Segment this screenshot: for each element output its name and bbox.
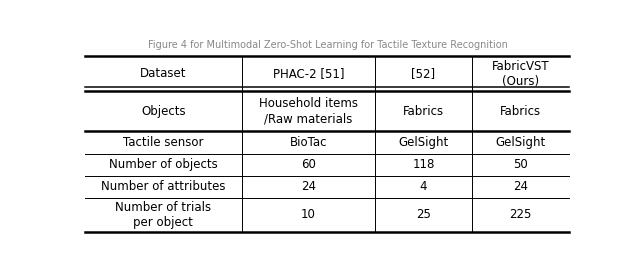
Text: 25: 25 <box>416 208 431 221</box>
Text: FabricVST
(Ours): FabricVST (Ours) <box>492 60 549 88</box>
Text: [52]: [52] <box>412 67 436 80</box>
Text: Fabrics: Fabrics <box>500 105 541 118</box>
Text: Number of objects: Number of objects <box>109 158 218 171</box>
Text: 24: 24 <box>513 180 528 193</box>
Text: Number of attributes: Number of attributes <box>101 180 226 193</box>
Text: Household items
/Raw materials: Household items /Raw materials <box>259 97 358 125</box>
Text: Dataset: Dataset <box>140 67 187 80</box>
Text: Figure 4 for Multimodal Zero-Shot Learning for Tactile Texture Recognition: Figure 4 for Multimodal Zero-Shot Learni… <box>148 40 508 50</box>
Text: Fabrics: Fabrics <box>403 105 444 118</box>
Text: PHAC-2 [51]: PHAC-2 [51] <box>273 67 344 80</box>
Text: Objects: Objects <box>141 105 186 118</box>
Text: GelSight: GelSight <box>495 136 545 149</box>
Text: 225: 225 <box>509 208 531 221</box>
Text: 10: 10 <box>301 208 316 221</box>
Text: GelSight: GelSight <box>398 136 449 149</box>
Text: 50: 50 <box>513 158 527 171</box>
Text: 118: 118 <box>412 158 435 171</box>
Text: Number of trials
per object: Number of trials per object <box>115 201 211 229</box>
Text: BioTac: BioTac <box>290 136 327 149</box>
Text: 4: 4 <box>420 180 428 193</box>
Text: 60: 60 <box>301 158 316 171</box>
Text: 24: 24 <box>301 180 316 193</box>
Text: Tactile sensor: Tactile sensor <box>123 136 204 149</box>
